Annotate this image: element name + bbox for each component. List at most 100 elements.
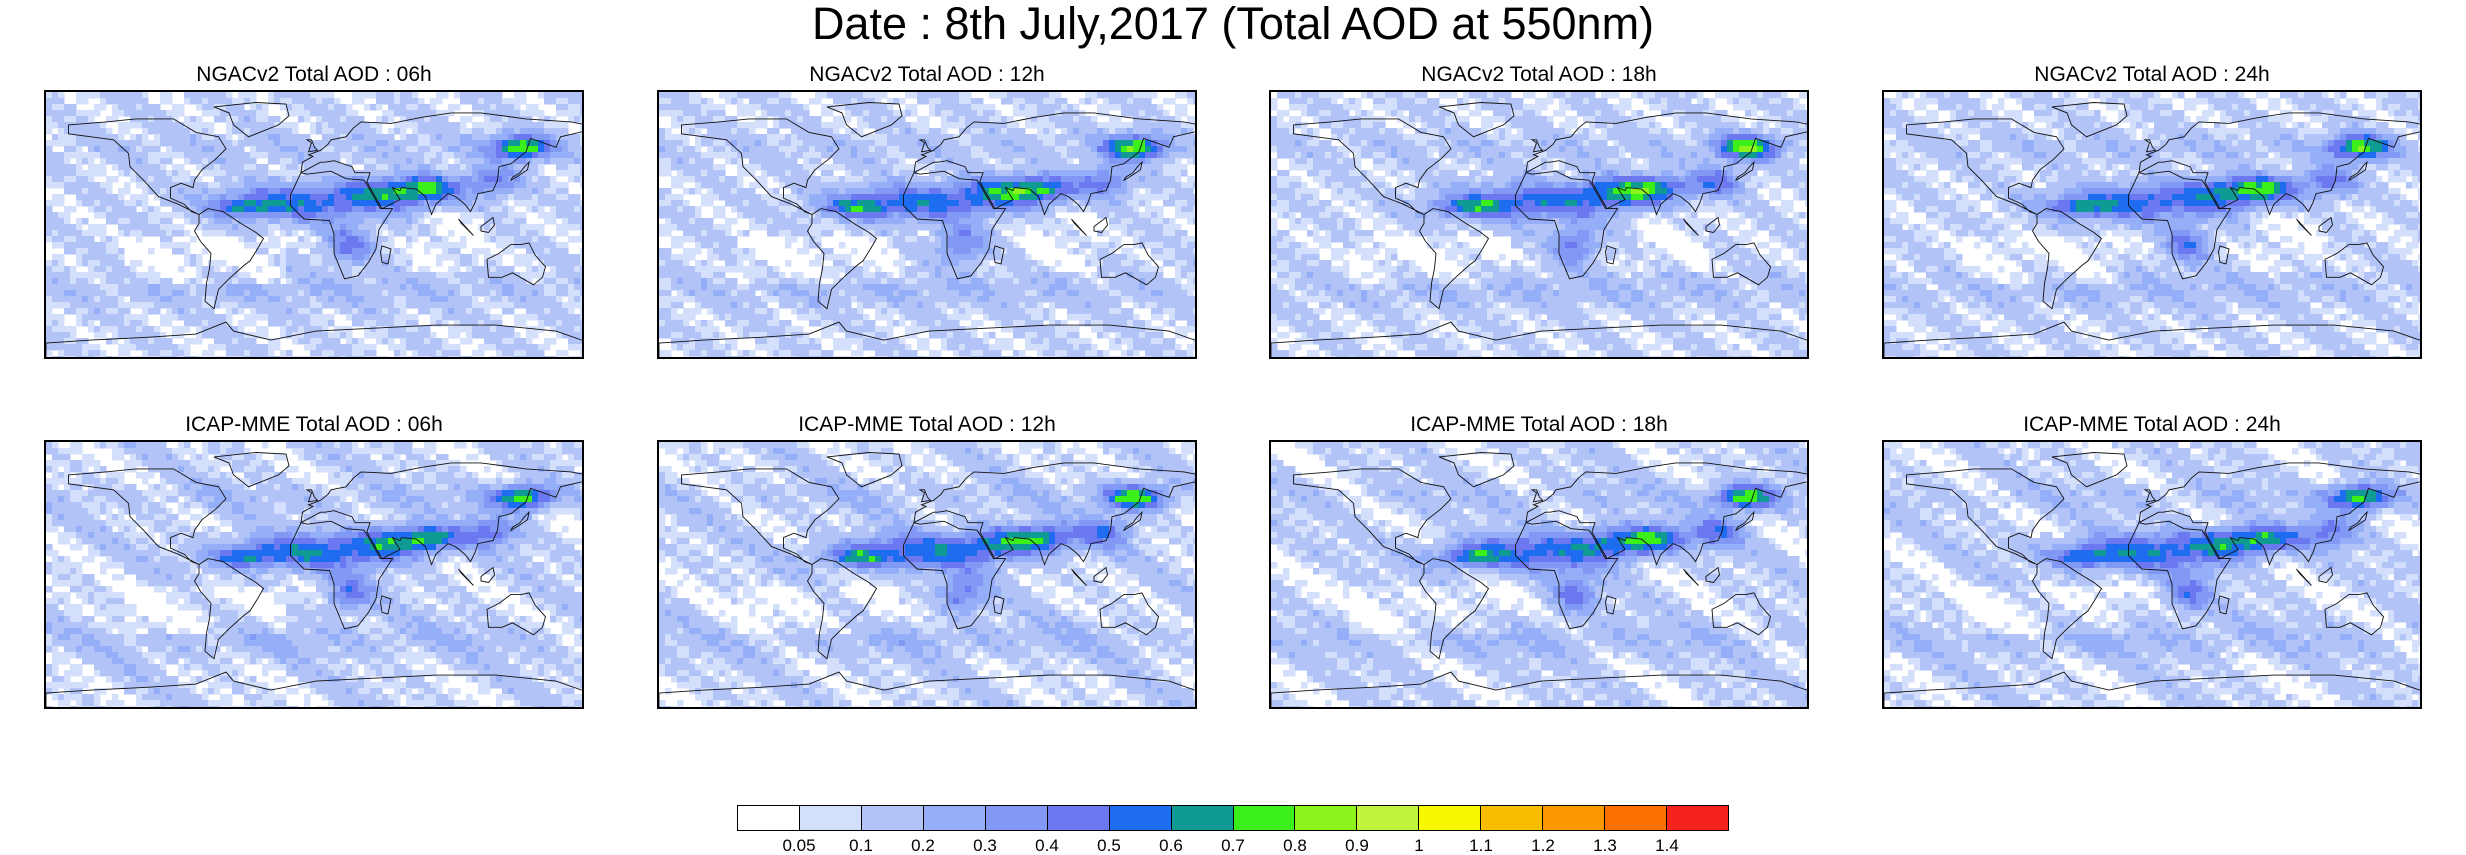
lon-tick [1169, 357, 1170, 359]
aod-field [46, 92, 584, 359]
lon-tick [1301, 707, 1302, 709]
colorbar-label: 1.1 [1469, 837, 1493, 855]
lon-tick [1481, 357, 1482, 359]
panel-title: ICAP-MME Total AOD : 18h [1269, 412, 1809, 438]
aod-field [1271, 442, 1809, 709]
lon-tick [76, 357, 77, 359]
map-panel: NGACv2 Total AOD : 12h160W120W80W40W040E… [657, 62, 1197, 352]
lon-tick [2274, 707, 2275, 709]
lon-tick [256, 357, 257, 359]
lon-tick [556, 707, 557, 709]
map-panel: NGACv2 Total AOD : 24h160W120W80W40W040E… [1882, 62, 2422, 352]
colorbar-label: 0.7 [1221, 837, 1245, 855]
colorbar-swatch [1481, 806, 1543, 830]
lon-tick [1541, 357, 1542, 359]
map-panel: NGACv2 Total AOD : 06h160W120W80W40W040E… [44, 62, 584, 352]
aod-field [659, 442, 1197, 709]
lon-tick [989, 707, 990, 709]
colorbar-swatch [1667, 806, 1728, 830]
panel-title: ICAP-MME Total AOD : 12h [657, 412, 1197, 438]
lon-tick [1721, 357, 1722, 359]
colorbar-label: 0.2 [911, 837, 935, 855]
colorbar-swatch [1048, 806, 1110, 830]
lon-tick [1601, 357, 1602, 359]
colorbar-swatch [738, 806, 800, 830]
lon-tick [196, 707, 197, 709]
lon-tick [2154, 357, 2155, 359]
lon-tick [2214, 707, 2215, 709]
colorbar-swatch [1419, 806, 1481, 830]
colorbar-swatch [924, 806, 986, 830]
map-panel: ICAP-MME Total AOD : 24h160W120W80W40W04… [1882, 412, 2422, 702]
lon-tick [496, 707, 497, 709]
lon-tick [436, 707, 437, 709]
lon-tick [1049, 357, 1050, 359]
panel-title: NGACv2 Total AOD : 24h [1882, 62, 2422, 88]
lon-tick [1301, 357, 1302, 359]
lon-tick [749, 707, 750, 709]
lon-tick [316, 707, 317, 709]
lon-tick [376, 357, 377, 359]
aod-map: 160W120W80W40W040E80E120E160E90N60N30N03… [1882, 440, 2422, 709]
lon-tick [1109, 707, 1110, 709]
lon-tick [689, 357, 690, 359]
colorbar-swatch [1357, 806, 1419, 830]
lon-tick [2274, 357, 2275, 359]
colorbar-label: 0.05 [782, 837, 815, 855]
colorbar-swatch [1605, 806, 1667, 830]
aod-map: 160W120W80W40W040E80E120E160E90N60N30N03… [1269, 440, 1809, 709]
lon-tick [1661, 707, 1662, 709]
aod-map: 160W120W80W40W040E80E120E160E90N60N30N03… [44, 440, 584, 709]
lon-tick [136, 357, 137, 359]
lon-tick [76, 707, 77, 709]
lon-tick [1421, 357, 1422, 359]
map-panel: ICAP-MME Total AOD : 06h160W120W80W40W04… [44, 412, 584, 702]
colorbar-label: 0.5 [1097, 837, 1121, 855]
lon-tick [1781, 357, 1782, 359]
aod-field [1271, 92, 1809, 359]
lon-tick [496, 357, 497, 359]
colorbar-swatch [986, 806, 1048, 830]
lon-tick [809, 707, 810, 709]
aod-map: 160W120W80W40W040E80E120E160E90N60N30N03… [44, 90, 584, 359]
lon-tick [1661, 357, 1662, 359]
lon-tick [1781, 707, 1782, 709]
colorbar-swatch [1543, 806, 1605, 830]
lon-tick [2334, 357, 2335, 359]
colorbar-label: 0.8 [1283, 837, 1307, 855]
lon-tick [1049, 707, 1050, 709]
lon-tick [2094, 707, 2095, 709]
lon-tick [929, 357, 930, 359]
aod-field [1884, 442, 2422, 709]
colorbar-label: 1.3 [1593, 837, 1617, 855]
lon-tick [2094, 357, 2095, 359]
colorbar-label: 0.9 [1345, 837, 1369, 855]
lon-tick [2394, 707, 2395, 709]
lon-tick [749, 357, 750, 359]
lon-tick [436, 357, 437, 359]
lon-tick [136, 707, 137, 709]
lon-tick [989, 357, 990, 359]
lon-tick [2214, 357, 2215, 359]
colorbar-label: 0.4 [1035, 837, 1059, 855]
colorbar-swatch [1295, 806, 1357, 830]
colorbar-swatch [862, 806, 924, 830]
lon-tick [1541, 707, 1542, 709]
colorbar [737, 805, 1729, 831]
lon-tick [256, 707, 257, 709]
colorbar-swatch [1234, 806, 1296, 830]
figure-title: Date : 8th July,2017 (Total AOD at 550nm… [0, 0, 2466, 48]
lon-tick [2394, 357, 2395, 359]
map-panel: ICAP-MME Total AOD : 12h160W120W80W40W04… [657, 412, 1197, 702]
colorbar-label: 0.6 [1159, 837, 1183, 855]
lon-tick [1361, 357, 1362, 359]
panel-title: ICAP-MME Total AOD : 24h [1882, 412, 2422, 438]
lon-tick [929, 707, 930, 709]
aod-map: 160W120W80W40W040E80E120E160E90N60N30N03… [1882, 90, 2422, 359]
aod-map: 160W120W80W40W040E80E120E160E90N60N30N03… [1269, 90, 1809, 359]
lon-tick [1974, 357, 1975, 359]
map-panel: ICAP-MME Total AOD : 18h160W120W80W40W04… [1269, 412, 1809, 702]
colorbar-label: 1.2 [1531, 837, 1555, 855]
lon-tick [1974, 707, 1975, 709]
colorbar-swatch [1110, 806, 1172, 830]
